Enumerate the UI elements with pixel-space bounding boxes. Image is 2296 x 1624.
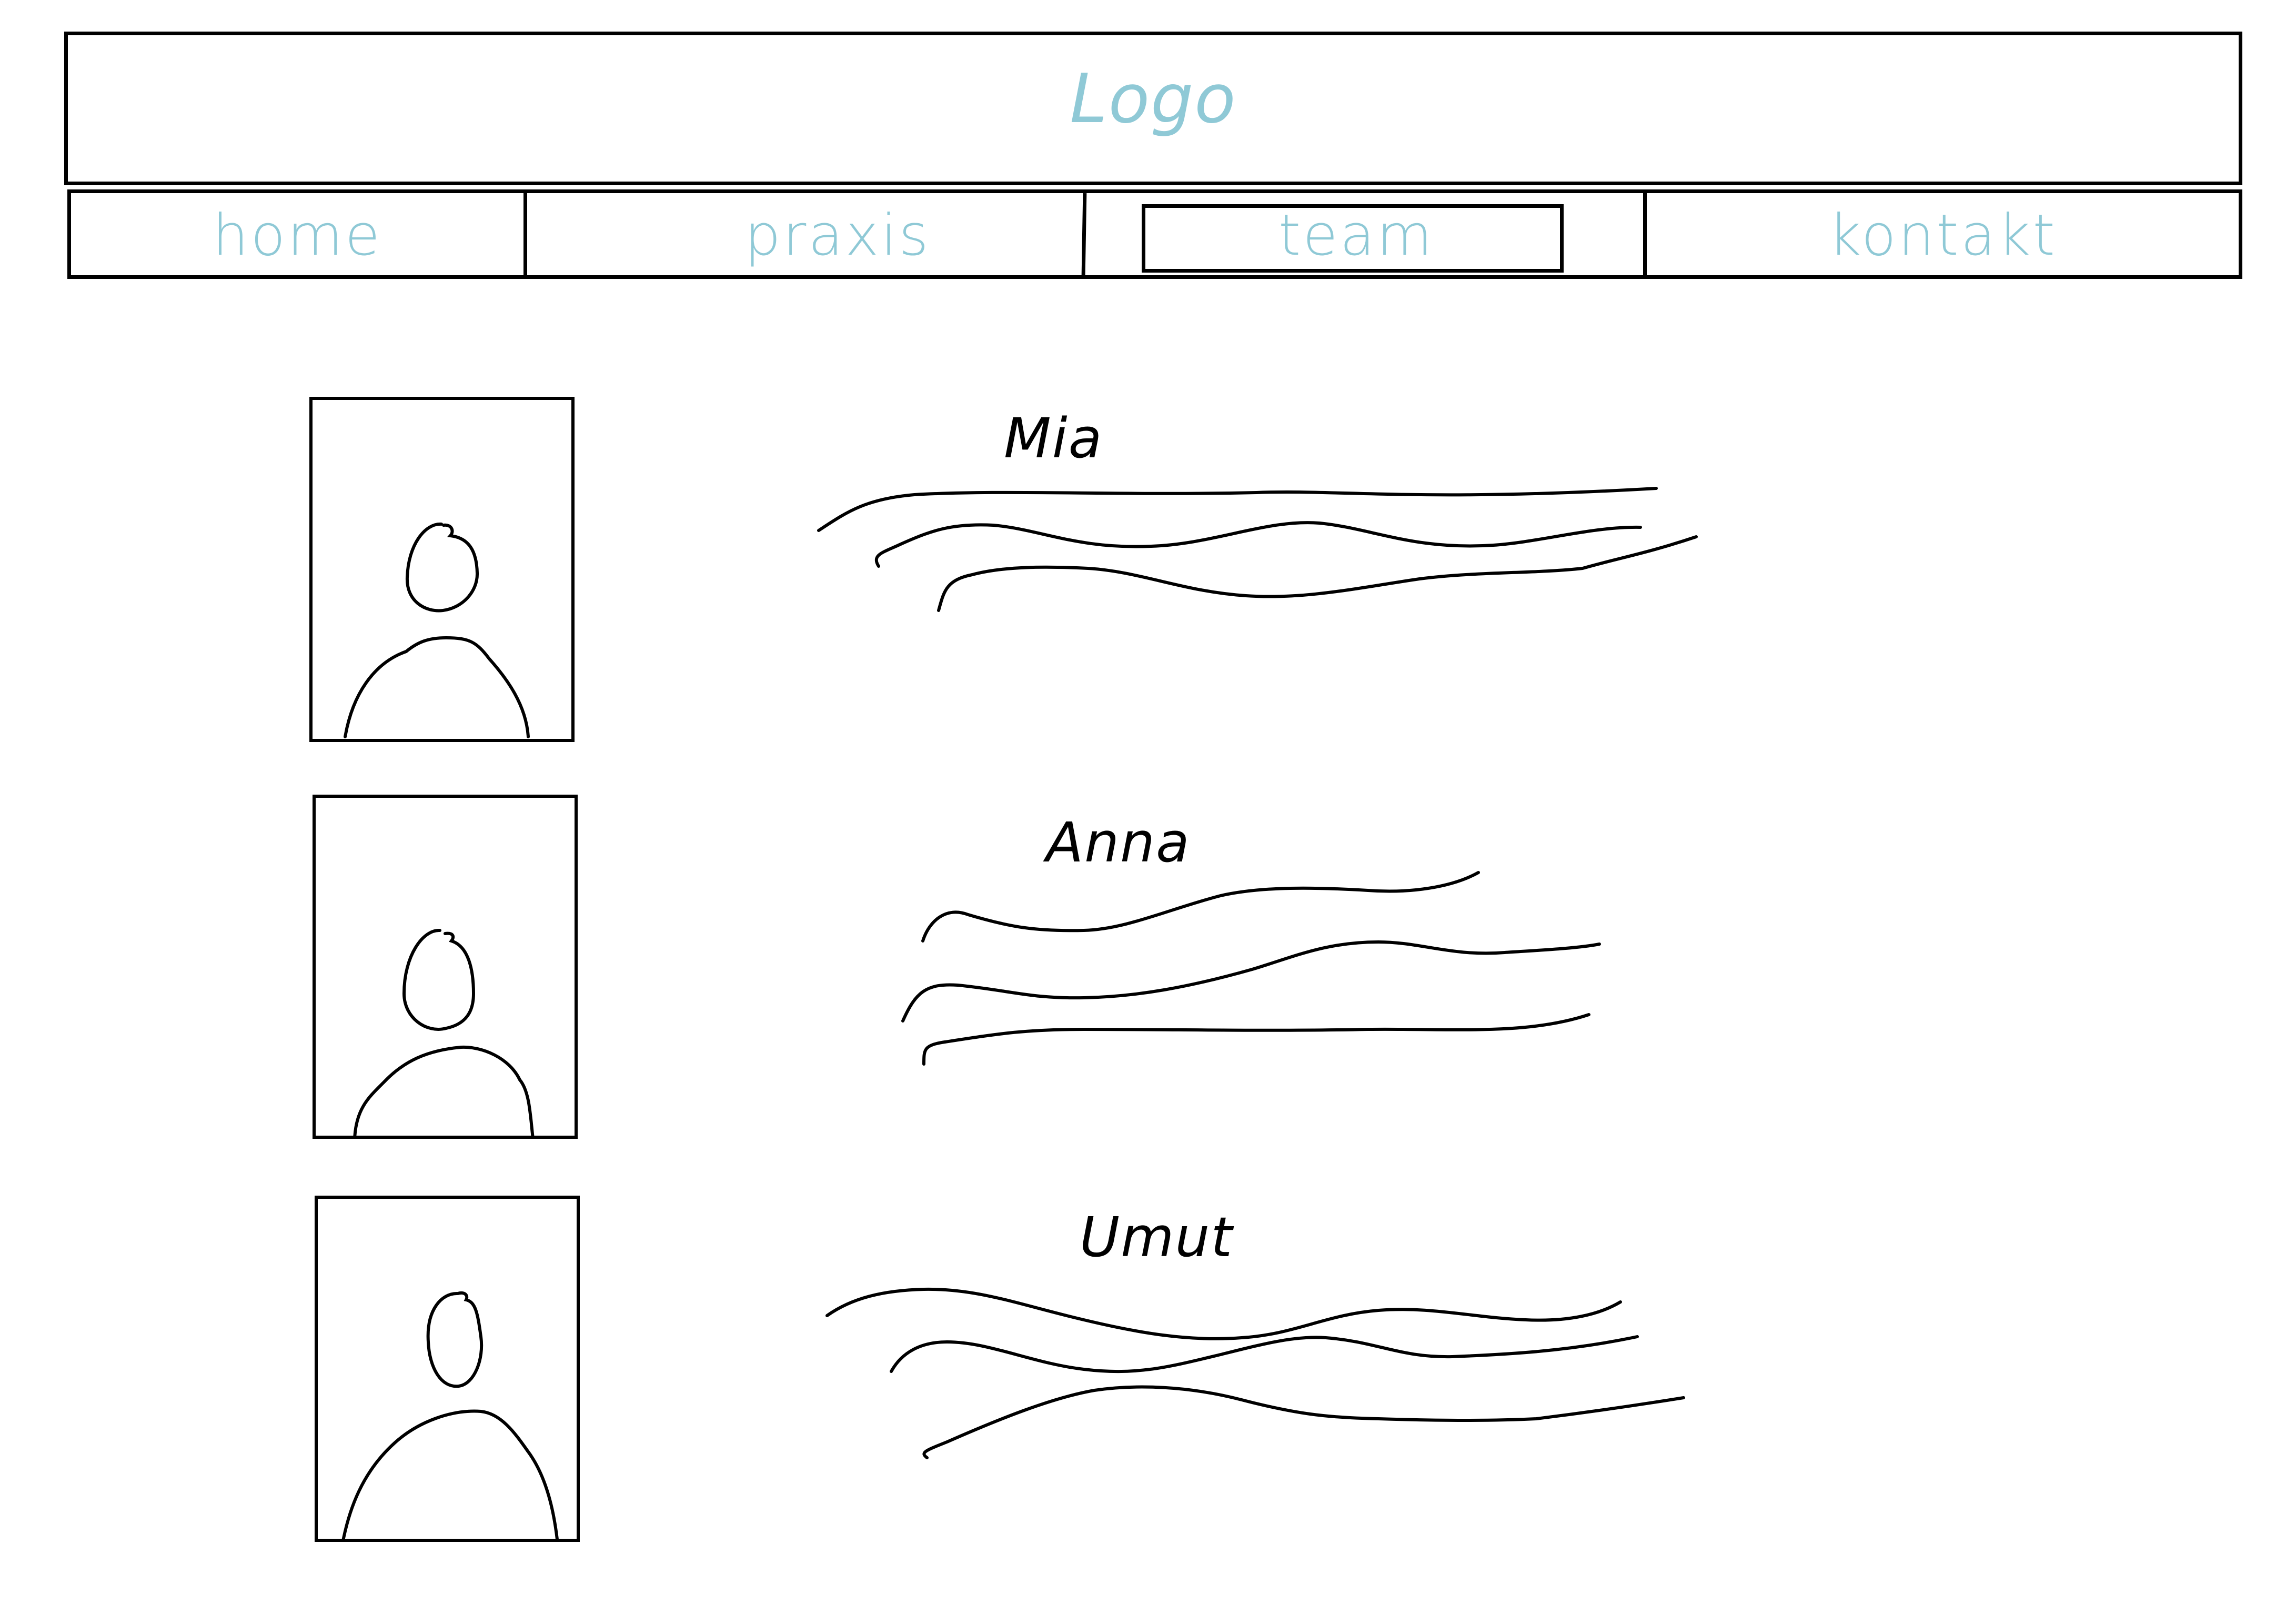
nav-item-kontakt[interactable]: kontakt bbox=[1647, 193, 2239, 275]
team-member-name: Umut bbox=[1080, 1205, 1234, 1269]
text-placeholder-lines bbox=[825, 1287, 1685, 1459]
team-member-photo-mia bbox=[309, 397, 575, 742]
nav-active-indicator bbox=[1142, 204, 1564, 273]
nav-item-home[interactable]: home bbox=[71, 193, 523, 275]
team-member-photo-umut bbox=[315, 1196, 580, 1542]
person-placeholder-icon bbox=[344, 522, 530, 738]
nav-item-team[interactable]: team bbox=[1145, 193, 1567, 275]
nav-divider bbox=[1643, 193, 1647, 275]
nav-item-praxis[interactable]: praxis bbox=[527, 193, 1148, 275]
header-logo-bar: Logo bbox=[64, 32, 2242, 185]
person-placeholder-icon bbox=[353, 928, 535, 1136]
team-member-photo-anna bbox=[313, 795, 578, 1139]
nav-divider bbox=[523, 193, 527, 275]
team-member-name: Anna bbox=[1046, 810, 1191, 875]
main-nav: home praxis team kontakt bbox=[67, 189, 2242, 279]
team-member-name: Mia bbox=[1004, 406, 1103, 470]
nav-label-praxis: praxis bbox=[744, 202, 931, 268]
logo[interactable]: Logo bbox=[1070, 59, 1237, 138]
nav-label-kontakt: kontakt bbox=[1828, 202, 2057, 268]
text-placeholder-lines bbox=[901, 871, 1601, 1066]
nav-label-team: team bbox=[1278, 202, 1435, 268]
text-placeholder-lines bbox=[817, 487, 1698, 612]
person-placeholder-icon bbox=[341, 1291, 559, 1539]
nav-label-home: home bbox=[212, 202, 382, 268]
